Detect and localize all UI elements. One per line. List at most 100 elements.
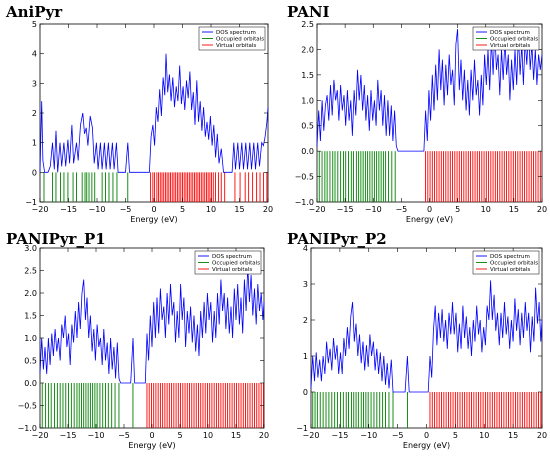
x-axis-label: Energy (eV) xyxy=(406,215,453,224)
legend-entry: Occupied orbitals xyxy=(490,261,538,267)
x-tick-label: 5 xyxy=(455,205,460,214)
y-tick-label: 1.0 xyxy=(301,96,314,105)
y-tick-label: −1 xyxy=(25,198,37,207)
x-tick-label: 15 xyxy=(508,431,518,440)
x-axis-label: Energy (eV) xyxy=(403,441,450,450)
x-tick-label: 0 xyxy=(149,431,154,440)
x-tick-label: 20 xyxy=(537,205,547,214)
chart-panel-1: −20 −15 −10 −5 0 5 10 15 20 −1.0 −0.5 0.0 0.5 1.0 1.5 2… xyxy=(295,20,548,224)
x-tick-label: −15 xyxy=(60,431,77,440)
x-tick-label: −15 xyxy=(331,431,348,440)
x-tick-label: −10 xyxy=(365,205,382,214)
x-tick-label: 10 xyxy=(479,431,489,440)
dos-spectrum-line xyxy=(39,265,265,384)
legend-box xyxy=(194,250,262,275)
dos-spectrum-line xyxy=(316,29,543,152)
x-tick-label: 10 xyxy=(203,431,213,440)
y-tick-label: 1.5 xyxy=(301,71,314,80)
panel-title-pani: PANI xyxy=(287,3,330,21)
x-tick-label: −20 xyxy=(32,431,49,440)
x-tick-label: 5 xyxy=(453,431,458,440)
x-tick-label: 0 xyxy=(424,431,429,440)
x-tick-label: 10 xyxy=(206,205,216,214)
legend-entry: Virtual orbitals xyxy=(216,43,256,49)
panel-title-anipyr: AniPyr xyxy=(6,3,63,21)
y-tick-label: 0.0 xyxy=(24,379,37,388)
legend-entry: DOS spectrum xyxy=(212,254,252,260)
x-tick-label: 15 xyxy=(234,205,244,214)
legend-entry: Occupied orbitals xyxy=(212,261,260,267)
dos-spectrum-line xyxy=(39,53,269,173)
y-tick-label: 2.0 xyxy=(24,289,37,298)
legend-entry: Virtual orbitals xyxy=(490,43,530,49)
x-tick-label: −5 xyxy=(392,431,404,440)
legend-box xyxy=(198,26,266,51)
legend-entry: Virtual orbitals xyxy=(490,267,530,273)
x-tick-label: −15 xyxy=(337,205,354,214)
x-tick-label: 0 xyxy=(427,205,432,214)
y-tick-label: 0.5 xyxy=(24,357,37,366)
y-tick-label: 0.5 xyxy=(301,122,314,131)
y-tick-label: 5 xyxy=(32,20,37,29)
x-tick-label: −20 xyxy=(32,205,49,214)
x-tick-label: 15 xyxy=(231,431,241,440)
chart-panel-2: −20 −15 −10 −5 0 5 10 15 20 −1.0 −0.5 0.0 0.5 1.0 1.5 2… xyxy=(18,244,270,450)
y-tick-label: −1.0 xyxy=(18,424,37,433)
legend-box xyxy=(472,250,540,275)
y-tick-label: 1.5 xyxy=(24,312,37,321)
y-tick-label: 4 xyxy=(303,244,308,253)
y-tick-label: −1 xyxy=(296,424,308,433)
x-tick-label: −5 xyxy=(395,205,407,214)
y-tick-label: 0.0 xyxy=(301,147,314,156)
legend-entry: DOS spectrum xyxy=(490,254,530,260)
y-tick-label: 2.5 xyxy=(301,20,314,29)
y-tick-label: 0 xyxy=(303,388,308,397)
y-tick-label: 2.5 xyxy=(24,267,37,276)
y-tick-label: 4 xyxy=(32,50,37,59)
y-tick-label: 2 xyxy=(303,316,308,325)
plot-frame xyxy=(310,247,543,429)
x-tick-label: 5 xyxy=(177,431,182,440)
x-tick-label: −5 xyxy=(118,431,130,440)
legend-entry: Occupied orbitals xyxy=(490,37,538,43)
y-tick-label: 3 xyxy=(303,280,308,289)
x-tick-label: 20 xyxy=(259,431,269,440)
y-tick-label: 1 xyxy=(303,352,308,361)
dos-spectrum-line xyxy=(310,280,543,393)
x-tick-label: 20 xyxy=(263,205,273,214)
panel-title-panipyr-p1: PANIPyr_P1 xyxy=(6,230,106,248)
y-tick-label: −0.5 xyxy=(18,402,37,411)
x-axis-label: Energy (eV) xyxy=(128,441,175,450)
plot-frame xyxy=(316,23,543,203)
legend-entry: DOS spectrum xyxy=(490,30,530,36)
y-tick-label: 3.0 xyxy=(24,244,37,253)
x-axis-label: Energy (eV) xyxy=(130,215,177,224)
legend-entry: Virtual orbitals xyxy=(212,267,252,273)
x-tick-label: −10 xyxy=(89,205,106,214)
y-tick-label: 3 xyxy=(32,79,37,88)
y-tick-label: 2 xyxy=(32,109,37,118)
y-tick-label: −0.5 xyxy=(295,173,314,182)
y-tick-label: 0 xyxy=(32,168,37,177)
legend-entry: DOS spectrum xyxy=(216,30,256,36)
legend-box xyxy=(472,26,540,51)
legend-entry: Occupied orbitals xyxy=(216,37,264,43)
x-tick-label: 5 xyxy=(180,205,185,214)
x-tick-label: −20 xyxy=(303,431,320,440)
x-tick-label: 20 xyxy=(537,431,547,440)
y-tick-label: 1 xyxy=(32,139,37,148)
panel-title-panipyr-p2: PANIPyr_P2 xyxy=(287,230,387,248)
x-tick-label: 10 xyxy=(481,205,491,214)
x-tick-label: 0 xyxy=(151,205,156,214)
x-tick-label: −5 xyxy=(120,205,132,214)
x-tick-label: 15 xyxy=(509,205,519,214)
x-tick-label: −20 xyxy=(309,205,326,214)
plot-frame xyxy=(39,23,269,203)
x-tick-label: −10 xyxy=(360,431,377,440)
y-tick-label: 2.0 xyxy=(301,45,314,54)
x-tick-label: −15 xyxy=(60,205,77,214)
x-tick-label: −10 xyxy=(88,431,105,440)
